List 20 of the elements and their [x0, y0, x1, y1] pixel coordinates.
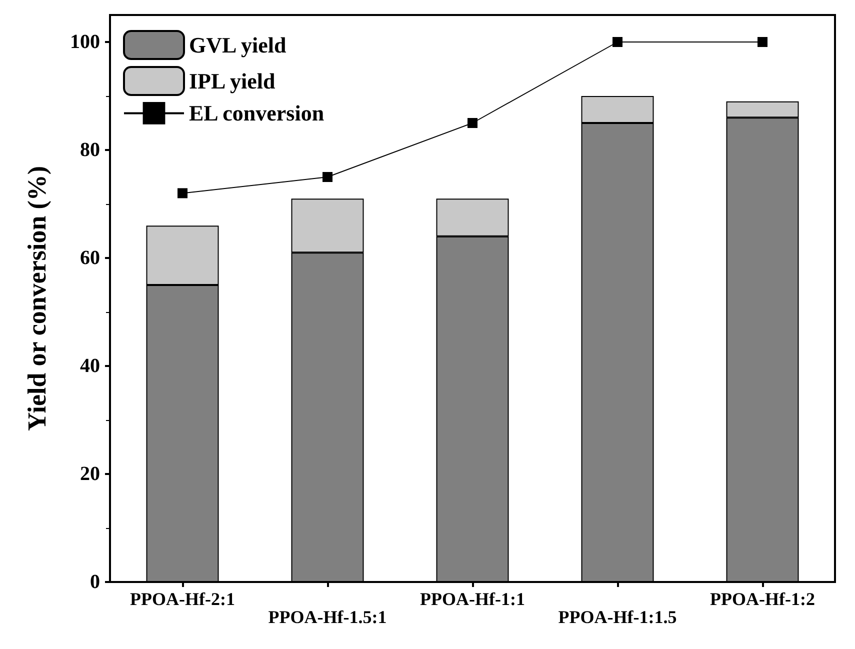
- legend-label: EL conversion: [189, 100, 324, 126]
- legend-label: GVL yield: [189, 32, 286, 58]
- point: [468, 118, 478, 128]
- legend-label: IPL yield: [189, 68, 276, 94]
- point: [758, 37, 768, 47]
- x-tick-label: PPOA-Hf-1:1.5: [558, 607, 677, 627]
- y-tick-label: 20: [80, 463, 100, 485]
- x-tick-label: PPOA-Hf-1:2: [710, 589, 815, 609]
- x-tick-label: PPOA-Hf-1:1: [420, 589, 525, 609]
- point: [612, 37, 622, 47]
- y-tick-label: 80: [80, 139, 100, 161]
- y-tick-label: 60: [80, 247, 100, 269]
- y-axis-title: Yield or conversion (%): [22, 166, 52, 432]
- y-tick-label: 100: [70, 31, 100, 53]
- point: [322, 172, 332, 182]
- x-tick-label: PPOA-Hf-1.5:1: [268, 607, 387, 627]
- point: [178, 188, 188, 198]
- x-tick-label: PPOA-Hf-2:1: [130, 589, 235, 609]
- y-tick-label: 0: [90, 571, 100, 593]
- y-tick-label: 40: [80, 355, 100, 377]
